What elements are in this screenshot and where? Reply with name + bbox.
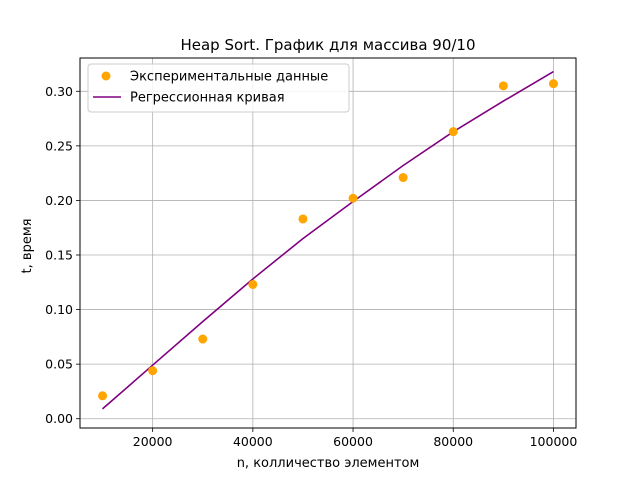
regression-curve-group (101, 70, 554, 410)
y-axis-label: t, время (20, 219, 35, 274)
grid (80, 58, 576, 428)
y-tick-label: 0.25 (45, 138, 73, 153)
data-point (398, 173, 408, 183)
data-point (498, 81, 508, 91)
y-tick-label: 0.20 (45, 193, 73, 208)
x-tick-label: 60000 (333, 434, 373, 449)
x-axis-ticks: 20000 40000 60000 80000 100000 (133, 428, 578, 449)
y-tick-label: 0.10 (45, 302, 73, 317)
data-point (198, 334, 208, 344)
legend-marker-scatter (101, 71, 111, 81)
y-tick-label: 0.30 (45, 84, 73, 99)
legend-box (87, 63, 350, 113)
legend-label-scatter: Экспериментальные данные (130, 70, 328, 85)
plot-frame (79, 57, 577, 429)
regression-curve (101, 70, 554, 410)
data-point (248, 279, 258, 289)
legend-label-line: Регрессионная кривая (130, 91, 285, 106)
data-point (98, 391, 108, 401)
scatter-points-group (98, 79, 558, 401)
y-tick-label: 0.00 (45, 411, 73, 426)
x-tick-label: 20000 (133, 434, 173, 449)
data-point (348, 193, 358, 203)
data-point (448, 127, 458, 137)
y-tick-label: 0.15 (45, 248, 73, 263)
data-point (298, 214, 308, 224)
y-tick-label: 0.05 (45, 357, 73, 372)
y-axis-ticks: 0.00 0.05 0.10 0.15 0.20 0.25 0.30 (45, 84, 80, 426)
data-point (548, 79, 558, 89)
x-axis-label: n, колличество элементом (237, 456, 420, 471)
x-tick-label: 80000 (433, 434, 473, 449)
chart-title: Heap Sort. График для массива 90/10 (180, 36, 475, 54)
x-tick-label: 100000 (530, 434, 578, 449)
data-point (148, 366, 158, 376)
x-tick-label: 40000 (233, 434, 273, 449)
legend: Экспериментальные данные Регрессионная к… (87, 63, 350, 113)
